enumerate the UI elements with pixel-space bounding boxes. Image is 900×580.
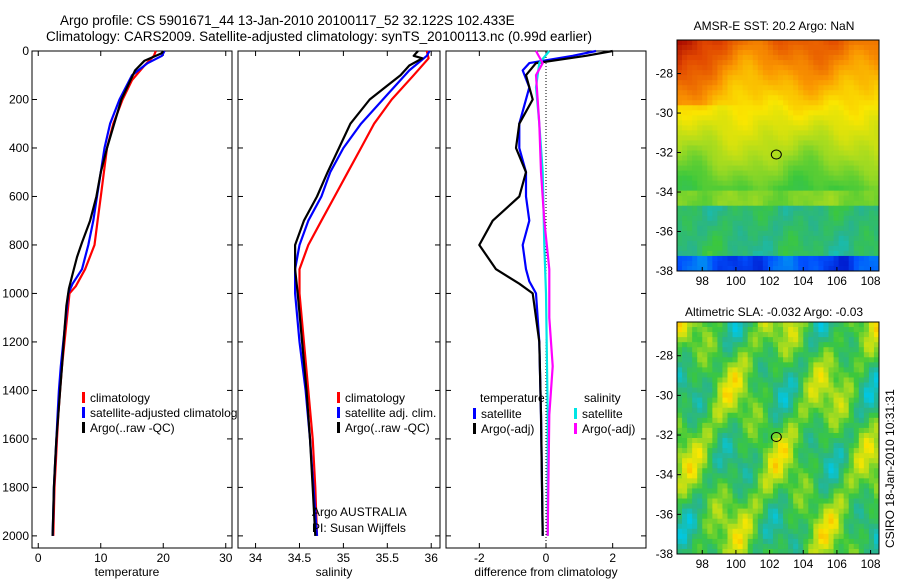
map-x-tick-label: 98 — [696, 274, 710, 288]
difference-series-t_sat — [518, 49, 597, 536]
legend-label: Argo(..raw -QC) — [345, 421, 430, 435]
x-tick-label: 34.5 — [288, 551, 312, 565]
sla_map-cells — [677, 322, 880, 555]
legend-label: Argo(..raw -QC) — [90, 421, 175, 435]
legend-swatch — [82, 422, 85, 433]
legend-swatch — [473, 423, 476, 434]
legend-swatch — [337, 392, 340, 403]
sla_map-frame — [676, 321, 880, 555]
map-y-tick-label: -30 — [656, 106, 674, 120]
map-y-tick-label: -28 — [656, 67, 674, 81]
sla_map-panel: Altimetric SLA: -0.032 Argo: -0.03 98 100 1… — [656, 305, 881, 571]
salinity-axes-frame — [237, 50, 441, 549]
legend-label: satellite — [481, 407, 522, 421]
x-tick-label: 35 — [337, 551, 351, 565]
legend-label: Argo(-adj) — [582, 422, 635, 436]
x-tick-label: 10 — [94, 551, 108, 565]
sst_map-frame — [676, 39, 880, 272]
y-tick-label: 400 — [9, 141, 29, 155]
legend-swatch — [574, 408, 577, 419]
map-x-tick-label: 100 — [726, 274, 746, 288]
y-tick-label: 1600 — [2, 432, 29, 446]
map-x-tick-label: 104 — [793, 274, 813, 288]
legend-label: satellite — [582, 407, 623, 421]
x-tick-label: 30 — [219, 551, 233, 565]
annotation-program: Argo AUSTRALIA — [312, 505, 407, 519]
map-x-tick-label: 102 — [760, 557, 780, 571]
map-y-tick-label: -34 — [656, 468, 674, 482]
temperature-panel: 0 10 20 30 0 200 400 600 800 1000 1200 1400 1600 1800… — [2, 44, 243, 579]
legend-swatch — [337, 422, 340, 433]
x-tick-label: 0 — [35, 551, 42, 565]
sst_map-cells — [677, 40, 880, 272]
map-x-tick-label: 104 — [793, 557, 813, 571]
salinity-xlabel: salinity — [316, 565, 353, 579]
header-line2: Climatology: CARS2009. Satellite-adjuste… — [46, 29, 593, 44]
salinity-series-argo — [294, 50, 424, 536]
salinity-series-clim — [298, 50, 430, 536]
x-tick-label: 36 — [425, 551, 439, 565]
legend-label: satellite adj. clim. — [345, 406, 436, 420]
x-tick-label: 35.5 — [376, 551, 400, 565]
map-y-tick-label: -32 — [656, 146, 674, 160]
header-line1: Argo profile: CS 5901671_44 13-Jan-2010 … — [60, 13, 515, 28]
temperature-series-argo — [51, 50, 165, 536]
map-x-tick-label: 98 — [696, 557, 710, 571]
legend-swatch — [82, 407, 85, 418]
salinity-panel: 34 34.5 35 35.5 36 salinity climatologysatelli… — [237, 50, 441, 579]
y-tick-label: 200 — [9, 92, 29, 106]
legend-swatch — [82, 392, 85, 403]
sla_map-title: Altimetric SLA: -0.032 Argo: -0.03 — [685, 305, 863, 319]
y-tick-label: 1800 — [2, 480, 29, 494]
sst_map-panel: AMSR-E SST: 20.2 Argo: NaN 98 100 102 104 106… — [656, 19, 881, 288]
legend-swatch — [473, 408, 476, 419]
x-tick-label: 2 — [609, 551, 616, 565]
annotation-pi: PI: Susan Wijffels — [312, 521, 406, 535]
map-y-tick-label: -38 — [656, 547, 674, 561]
legend-swatch — [574, 423, 577, 434]
legend-title-salinity: salinity — [584, 391, 621, 405]
map-y-tick-label: -34 — [656, 185, 674, 199]
difference-series-t_argo — [478, 49, 613, 536]
map-y-tick-label: -32 — [656, 428, 674, 442]
y-tick-label: 600 — [9, 189, 29, 203]
legend-label: satellite-adjusted climatology — [90, 406, 243, 420]
map-y-tick-label: -36 — [656, 225, 674, 239]
temperature-axes-frame — [31, 50, 233, 549]
legend-label: climatology — [345, 391, 405, 405]
legend-title-temperature: temperature — [480, 391, 545, 405]
y-tick-label: 1000 — [2, 286, 29, 300]
difference-series-s_argo — [534, 50, 554, 536]
temperature-xlabel: temperature — [95, 565, 160, 579]
x-tick-label: 20 — [157, 551, 171, 565]
map-x-tick-label: 106 — [827, 557, 847, 571]
legend-label: climatology — [90, 391, 150, 405]
map-x-tick-label: 108 — [861, 274, 881, 288]
difference-xlabel: difference from climatology — [474, 565, 617, 579]
map-y-tick-label: -36 — [656, 507, 674, 521]
map-y-tick-label: -28 — [656, 349, 674, 363]
x-tick-label: 34 — [249, 551, 263, 565]
sst_map-float-marker — [770, 149, 782, 160]
x-tick-label: 0 — [543, 551, 550, 565]
map-y-tick-label: -30 — [656, 388, 674, 402]
y-tick-label: 2000 — [2, 529, 29, 543]
map-x-tick-label: 102 — [760, 274, 780, 288]
map-x-tick-label: 106 — [827, 274, 847, 288]
legend-swatch — [337, 407, 340, 418]
map-x-tick-label: 100 — [726, 557, 746, 571]
map-y-tick-label: -38 — [656, 264, 674, 278]
sla_map-float-marker — [770, 432, 782, 443]
y-tick-label: 0 — [22, 44, 29, 58]
y-tick-label: 800 — [9, 238, 29, 252]
map-x-tick-label: 108 — [861, 557, 881, 571]
y-tick-label: 1400 — [2, 383, 29, 397]
x-tick-label: -2 — [474, 551, 485, 565]
y-tick-label: 1200 — [2, 335, 29, 349]
sst_map-title: AMSR-E SST: 20.2 Argo: NaN — [694, 19, 855, 33]
legend-label: Argo(-adj) — [481, 422, 534, 436]
